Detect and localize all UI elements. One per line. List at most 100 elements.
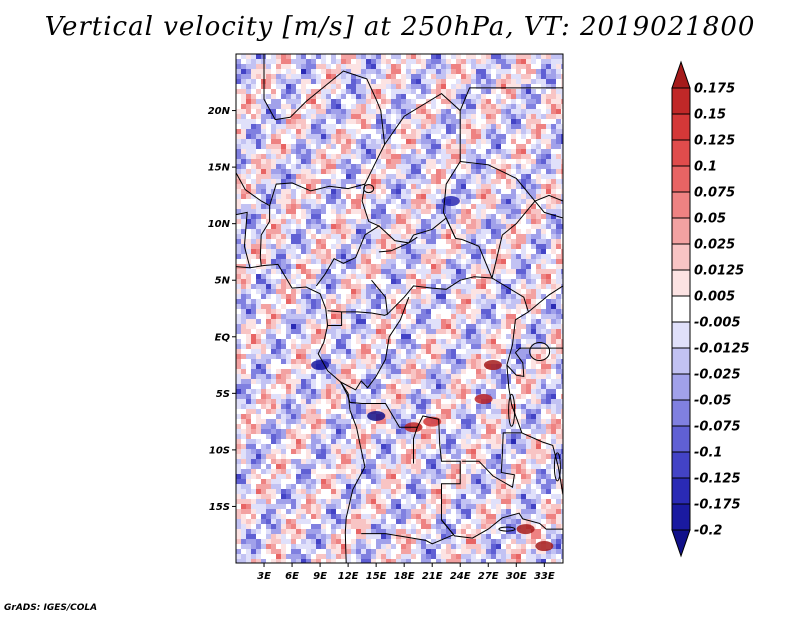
- field-cell: [401, 154, 406, 159]
- field-cell: [496, 304, 501, 309]
- field-cell: [281, 234, 286, 239]
- field-cell: [466, 69, 471, 74]
- field-cell: [561, 424, 563, 429]
- field-cell: [431, 294, 436, 299]
- field-cell: [411, 189, 416, 194]
- field-cell: [386, 64, 391, 69]
- field-cell: [396, 264, 401, 269]
- field-cell: [461, 164, 466, 169]
- field-cell: [261, 419, 266, 424]
- field-cell: [421, 344, 426, 349]
- field-cell: [341, 359, 346, 364]
- field-cell: [396, 329, 401, 334]
- field-cell: [556, 334, 561, 339]
- field-cell: [236, 89, 241, 94]
- field-cell: [401, 324, 406, 329]
- field-cell: [296, 284, 301, 289]
- field-cell: [371, 204, 376, 209]
- field-cell: [381, 229, 386, 234]
- field-cell: [391, 399, 396, 404]
- field-cell: [326, 174, 331, 179]
- field-cell: [441, 344, 446, 349]
- field-cell: [321, 234, 326, 239]
- field-cell: [526, 319, 531, 324]
- field-cell: [506, 69, 511, 74]
- field-cell: [356, 54, 361, 59]
- field-cell: [286, 194, 291, 199]
- field-cell: [386, 134, 391, 139]
- field-cell: [321, 349, 326, 354]
- field-cell: [276, 304, 281, 309]
- field-cell: [516, 289, 521, 294]
- field-cell: [501, 379, 506, 384]
- field-cell: [496, 284, 501, 289]
- field-cell: [316, 149, 321, 154]
- field-cell: [396, 289, 401, 294]
- field-cell: [366, 184, 371, 189]
- field-cell: [476, 79, 481, 84]
- field-cell: [306, 139, 311, 144]
- field-cell: [411, 139, 416, 144]
- field-cell: [246, 59, 251, 64]
- field-cell: [441, 69, 446, 74]
- field-cell: [461, 429, 466, 434]
- field-cell: [386, 284, 391, 289]
- field-cell: [376, 134, 381, 139]
- field-cell: [391, 94, 396, 99]
- field-cell: [511, 139, 516, 144]
- field-cell: [516, 139, 521, 144]
- field-cell: [271, 319, 276, 324]
- field-cell: [496, 419, 501, 424]
- field-cell: [336, 339, 341, 344]
- field-cell: [366, 304, 371, 309]
- field-cell: [316, 159, 321, 164]
- field-cell: [371, 354, 376, 359]
- field-cell: [291, 134, 296, 139]
- field-cell: [511, 294, 516, 299]
- field-cell: [521, 279, 526, 284]
- field-cell: [391, 134, 396, 139]
- field-cell: [256, 234, 261, 239]
- field-cell: [506, 329, 511, 334]
- field-cell: [286, 364, 291, 369]
- field-cell: [541, 224, 546, 229]
- field-cell: [436, 184, 441, 189]
- field-cell: [311, 369, 316, 374]
- field-cell: [456, 259, 461, 264]
- field-cell: [411, 59, 416, 64]
- field-cell: [551, 329, 556, 334]
- field-cell: [436, 174, 441, 179]
- field-cell: [396, 374, 401, 379]
- field-cell: [356, 259, 361, 264]
- field-cell: [416, 74, 421, 79]
- field-cell: [311, 54, 316, 59]
- field-cell: [466, 209, 471, 214]
- field-cell: [351, 244, 356, 249]
- field-cell: [401, 84, 406, 89]
- field-cell: [366, 204, 371, 209]
- field-cell: [416, 214, 421, 219]
- field-cell: [286, 144, 291, 149]
- field-cell: [536, 294, 541, 299]
- field-cell: [256, 239, 261, 244]
- field-cell: [466, 134, 471, 139]
- field-cell: [311, 374, 316, 379]
- field-cell: [421, 299, 426, 304]
- field-cell: [421, 244, 426, 249]
- field-cell: [386, 299, 391, 304]
- field-cell: [401, 349, 406, 354]
- field-cell: [311, 204, 316, 209]
- field-cell: [351, 144, 356, 149]
- field-cell: [246, 344, 251, 349]
- field-cell: [326, 359, 331, 364]
- field-cell: [446, 309, 451, 314]
- field-cell: [311, 344, 316, 349]
- field-cell: [356, 264, 361, 269]
- field-cell: [326, 129, 331, 134]
- field-cell: [396, 284, 401, 289]
- field-cell: [321, 94, 326, 99]
- field-cell: [281, 254, 286, 259]
- field-cell: [311, 94, 316, 99]
- field-cell: [426, 119, 431, 124]
- field-cell: [276, 324, 281, 329]
